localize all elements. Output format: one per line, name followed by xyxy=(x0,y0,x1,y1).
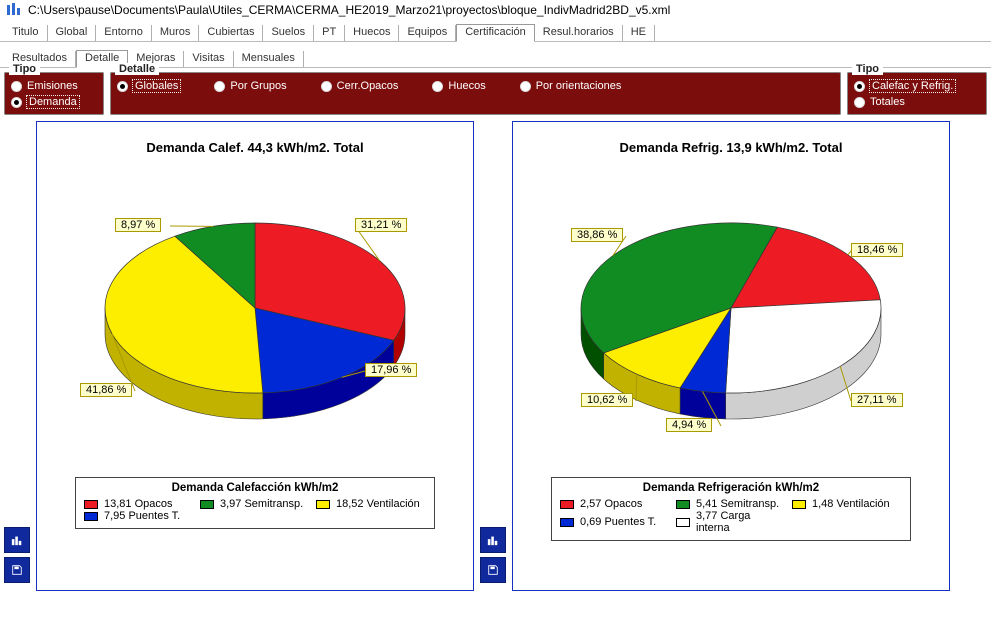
chart2-side-buttons xyxy=(480,121,506,591)
chart1-legend: Demanda Calefacción kWh/m2 13,81 Opacos 3,… xyxy=(75,477,435,529)
tipo-legend: Tipo xyxy=(9,63,40,75)
legend-swatch xyxy=(84,512,98,521)
chart2-pie: 18,46 % 27,11 % 4,94 % 10,62 % 38,86 % xyxy=(531,163,931,463)
tab-he[interactable]: HE xyxy=(623,25,655,41)
chart2-title: Demanda Refrig. 13,9 kWh/m2. Total xyxy=(620,140,843,155)
legend-swatch xyxy=(200,500,214,509)
pie-callout: 18,46 % xyxy=(851,243,903,257)
legend-title: Demanda Calefacción kWh/m2 xyxy=(84,482,426,494)
pie-callout: 41,86 % xyxy=(80,383,132,397)
tab-resul-horarios[interactable]: Resul.horarios xyxy=(535,25,623,41)
chart1-side-buttons xyxy=(4,121,30,591)
save-icon xyxy=(11,563,23,577)
chart1-bars-button[interactable] xyxy=(4,527,30,553)
subtab-visitas[interactable]: Visitas xyxy=(184,51,233,67)
legend-swatch xyxy=(676,500,690,509)
legend-title: Demanda Refrigeración kWh/m2 xyxy=(560,482,902,494)
chart1-save-button[interactable] xyxy=(4,557,30,583)
pie-callout: 31,21 % xyxy=(355,218,407,232)
tab-entorno[interactable]: Entorno xyxy=(96,25,152,41)
tab-suelos[interactable]: Suelos xyxy=(263,25,314,41)
pie-callout: 8,97 % xyxy=(115,218,161,232)
main-tabs: TituloGlobalEntornoMurosCubiertasSuelosP… xyxy=(0,20,991,42)
tipo-group: Tipo EmisionesDemanda xyxy=(4,72,104,115)
detalle-legend: Detalle xyxy=(115,63,159,75)
radio-tipo2-totales[interactable]: Totales xyxy=(854,96,980,108)
radio-tipo-demanda[interactable]: Demanda xyxy=(11,96,97,108)
pie-callout: 27,11 % xyxy=(851,393,903,407)
tab-huecos[interactable]: Huecos xyxy=(345,25,399,41)
titlebar: C:\Users\pause\Documents\Paula\Utiles_CE… xyxy=(0,0,991,20)
legend-label: 5,41 Semitransp. xyxy=(696,498,786,510)
detalle-group: Detalle GlobalesPor GruposCerr.OpacosHue… xyxy=(110,72,841,115)
charts-area: Demanda Calef. 44,3 kWh/m2. Total 31,21 … xyxy=(0,119,991,593)
tab-certificaci-n[interactable]: Certificación xyxy=(456,24,535,42)
legend-label: 0,69 Puentes T. xyxy=(580,516,670,528)
legend-label: 13,81 Opacos xyxy=(104,498,194,510)
radio-detalle-por-grupos[interactable]: Por Grupos xyxy=(214,80,286,92)
bars-icon xyxy=(487,533,499,547)
radio-tipo-emisiones[interactable]: Emisiones xyxy=(11,80,97,92)
tab-cubiertas[interactable]: Cubiertas xyxy=(199,25,263,41)
chart1-title: Demanda Calef. 44,3 kWh/m2. Total xyxy=(146,140,363,155)
app-icon xyxy=(6,2,22,18)
legend-swatch xyxy=(84,500,98,509)
chart2-bars-button[interactable] xyxy=(480,527,506,553)
chart2-legend: Demanda Refrigeración kWh/m2 2,57 Opacos 5… xyxy=(551,477,911,541)
legend-label: 18,52 Ventilación xyxy=(336,498,426,510)
tab-muros[interactable]: Muros xyxy=(152,25,200,41)
chart1-pie: 31,21 % 17,96 % 41,86 % 8,97 % xyxy=(55,163,455,463)
pie-callout: 4,94 % xyxy=(666,418,712,432)
pie-callout: 17,96 % xyxy=(365,363,417,377)
legend-swatch xyxy=(792,500,806,509)
pie-chart xyxy=(531,163,931,463)
chart2-panel: Demanda Refrig. 13,9 kWh/m2. Total 18,46… xyxy=(512,121,950,591)
tab-equipos[interactable]: Equipos xyxy=(399,25,456,41)
pie-callout: 10,62 % xyxy=(581,393,633,407)
tab-global[interactable]: Global xyxy=(48,25,97,41)
bars-icon xyxy=(11,533,23,547)
option-row: Tipo EmisionesDemanda Detalle GlobalesPo… xyxy=(0,68,991,119)
legend-label: 7,95 Puentes T. xyxy=(104,510,194,522)
tipo2-legend: Tipo xyxy=(852,63,883,75)
legend-label: 3,77 Carga interna xyxy=(696,510,786,534)
legend-swatch xyxy=(560,500,574,509)
pie-callout: 38,86 % xyxy=(571,228,623,242)
legend-swatch xyxy=(316,500,330,509)
radio-detalle-globales[interactable]: Globales xyxy=(117,80,180,92)
tipo2-group: Tipo Calefac y Refrig.Totales xyxy=(847,72,987,115)
radio-detalle-huecos[interactable]: Huecos xyxy=(432,80,485,92)
chart1-panel: Demanda Calef. 44,3 kWh/m2. Total 31,21 … xyxy=(36,121,474,591)
legend-label: 2,57 Opacos xyxy=(580,498,670,510)
legend-label: 3,97 Semitransp. xyxy=(220,498,310,510)
legend-swatch xyxy=(676,518,690,527)
save-icon xyxy=(487,563,499,577)
radio-detalle-por-orientaciones[interactable]: Por orientaciones xyxy=(520,80,622,92)
tab-titulo[interactable]: Titulo xyxy=(4,25,48,41)
subtab-mensuales[interactable]: Mensuales xyxy=(234,51,304,67)
tab-pt[interactable]: PT xyxy=(314,25,345,41)
window-title: C:\Users\pause\Documents\Paula\Utiles_CE… xyxy=(28,3,670,17)
chart2-save-button[interactable] xyxy=(480,557,506,583)
radio-tipo2-calefac-y-refrig-[interactable]: Calefac y Refrig. xyxy=(854,80,980,92)
legend-label: 1,48 Ventilación xyxy=(812,498,902,510)
legend-swatch xyxy=(560,518,574,527)
radio-detalle-cerr-opacos[interactable]: Cerr.Opacos xyxy=(321,80,399,92)
pie-chart xyxy=(55,163,455,463)
